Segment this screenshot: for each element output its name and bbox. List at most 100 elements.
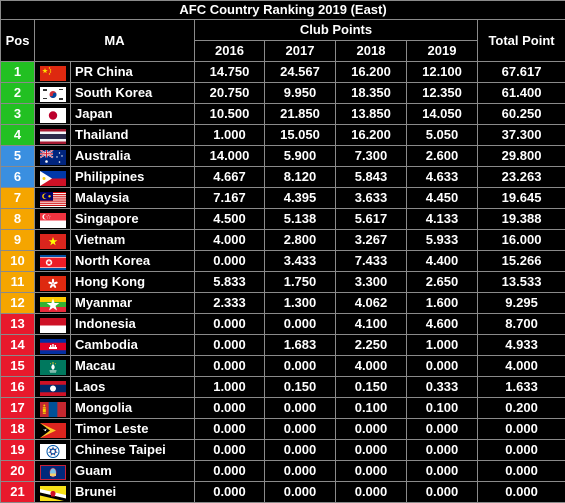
flag-cell (35, 104, 71, 125)
club-points-2018: 4.000 (336, 356, 407, 377)
china-flag-icon (40, 66, 66, 81)
total-points: 37.300 (478, 125, 565, 146)
club-points-2017: 3.433 (265, 251, 336, 272)
rank-position: 16 (1, 377, 35, 398)
flag-cell (35, 251, 71, 272)
member-association-name: North Korea (71, 251, 195, 272)
member-association-name: Timor Leste (71, 419, 195, 440)
club-points-2016: 4.000 (195, 230, 265, 251)
club-points-2019: 0.100 (407, 398, 478, 419)
flag-cell (35, 167, 71, 188)
club-points-2016: 0.000 (195, 356, 265, 377)
singapore-flag-icon (40, 213, 66, 228)
club-points-2018: 0.000 (336, 482, 407, 503)
club-points-2019: 0.000 (407, 419, 478, 440)
total-points: 4.000 (478, 356, 565, 377)
rank-position: 6 (1, 167, 35, 188)
club-points-2019: 14.050 (407, 104, 478, 125)
member-association-name: Chinese Taipei (71, 440, 195, 461)
club-points-2017: 5.138 (265, 209, 336, 230)
total-points: 9.295 (478, 293, 565, 314)
club-points-2016: 14.750 (195, 62, 265, 83)
club-points-2016: 0.000 (195, 419, 265, 440)
club-points-2017: 9.950 (265, 83, 336, 104)
flag-cell (35, 293, 71, 314)
rank-position: 14 (1, 335, 35, 356)
macau-flag-icon (40, 360, 66, 375)
club-points-2018: 16.200 (336, 62, 407, 83)
total-points: 0.000 (478, 419, 565, 440)
year-header-2017: 2017 (265, 41, 336, 62)
year-header-2016: 2016 (195, 41, 265, 62)
club-points-2017: 0.000 (265, 419, 336, 440)
member-association-name: Mongolia (71, 398, 195, 419)
club-points-2018: 18.350 (336, 83, 407, 104)
club-points-2018: 16.200 (336, 125, 407, 146)
club-points-2018: 0.100 (336, 398, 407, 419)
member-association-name: Myanmar (71, 293, 195, 314)
total-points: 29.800 (478, 146, 565, 167)
club-points-2019: 5.050 (407, 125, 478, 146)
total-points: 15.266 (478, 251, 565, 272)
vietnam-flag-icon (40, 234, 66, 249)
club-points-2016: 5.833 (195, 272, 265, 293)
club-points-2019: 4.133 (407, 209, 478, 230)
ma-header: MA (35, 20, 195, 62)
rank-position: 7 (1, 188, 35, 209)
rank-position: 11 (1, 272, 35, 293)
club-points-2017: 0.000 (265, 314, 336, 335)
total-points: 19.645 (478, 188, 565, 209)
club-points-2018: 7.433 (336, 251, 407, 272)
total-points: 19.388 (478, 209, 565, 230)
club-points-2019: 2.650 (407, 272, 478, 293)
club-points-2016: 0.000 (195, 314, 265, 335)
year-header-2018: 2018 (336, 41, 407, 62)
club-points-2016: 2.333 (195, 293, 265, 314)
total-point-header: Total Point (478, 20, 565, 62)
club-points-2017: 0.150 (265, 377, 336, 398)
member-association-name: Australia (71, 146, 195, 167)
rank-position: 8 (1, 209, 35, 230)
north-korea-flag-icon (40, 255, 66, 270)
chinese-taipei-flag-icon (40, 444, 66, 459)
club-points-2017: 0.000 (265, 440, 336, 461)
club-points-2017: 24.567 (265, 62, 336, 83)
rank-position: 4 (1, 125, 35, 146)
member-association-name: PR China (71, 62, 195, 83)
member-association-name: Japan (71, 104, 195, 125)
flag-cell (35, 230, 71, 251)
club-points-header: Club Points (195, 20, 478, 41)
rank-position: 20 (1, 461, 35, 482)
member-association-name: Malaysia (71, 188, 195, 209)
rank-position: 18 (1, 419, 35, 440)
flag-cell (35, 440, 71, 461)
club-points-2019: 4.450 (407, 188, 478, 209)
rank-position: 5 (1, 146, 35, 167)
club-points-2016: 20.750 (195, 83, 265, 104)
club-points-2017: 21.850 (265, 104, 336, 125)
club-points-2017: 15.050 (265, 125, 336, 146)
table-title: AFC Country Ranking 2019 (East) (1, 1, 565, 20)
club-points-2019: 2.600 (407, 146, 478, 167)
club-points-2018: 5.617 (336, 209, 407, 230)
club-points-2019: 4.600 (407, 314, 478, 335)
total-points: 60.250 (478, 104, 565, 125)
total-points: 13.533 (478, 272, 565, 293)
rank-position: 21 (1, 482, 35, 503)
club-points-2018: 2.250 (336, 335, 407, 356)
rank-position: 3 (1, 104, 35, 125)
club-points-2018: 4.062 (336, 293, 407, 314)
club-points-2017: 1.300 (265, 293, 336, 314)
club-points-2018: 7.300 (336, 146, 407, 167)
flag-cell (35, 209, 71, 230)
myanmar-flag-icon (40, 297, 66, 312)
club-points-2017: 5.900 (265, 146, 336, 167)
indonesia-flag-icon (40, 318, 66, 333)
